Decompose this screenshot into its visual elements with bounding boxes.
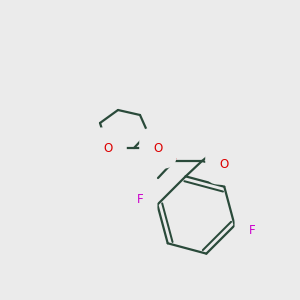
Text: F: F [137, 194, 143, 206]
Text: F: F [249, 224, 255, 236]
Text: O: O [153, 142, 163, 154]
Text: O: O [103, 142, 112, 154]
Polygon shape [158, 148, 176, 163]
Text: O: O [219, 158, 229, 170]
